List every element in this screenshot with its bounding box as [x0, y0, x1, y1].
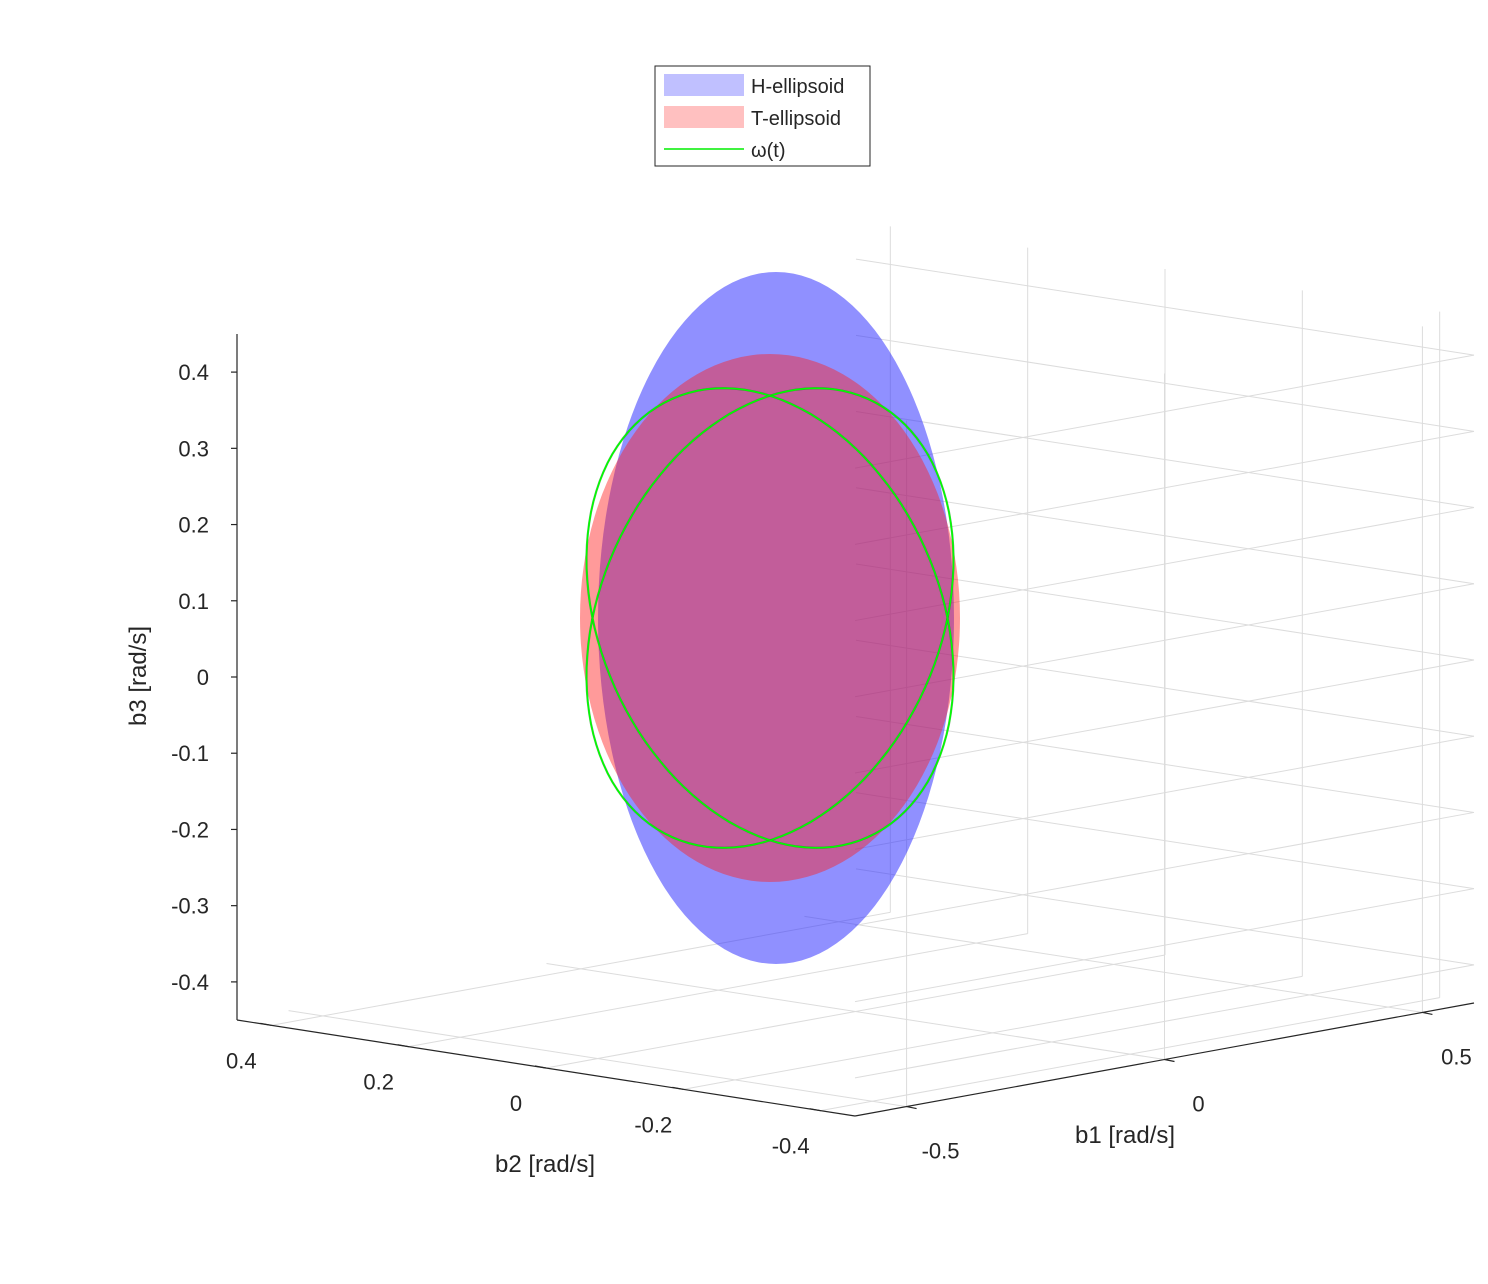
b2-tick-mark-3 — [672, 1086, 684, 1090]
b3-tick-label-6: -0.2 — [171, 817, 209, 842]
b2-tick-mark-2 — [534, 1065, 547, 1069]
b1-tick-mark-0 — [906, 1105, 917, 1110]
b2-tick-label-3: -0.2 — [634, 1112, 672, 1137]
b3-tick-label-3: 0.1 — [178, 589, 209, 614]
b1-tick-label-2: 0.5 — [1441, 1044, 1472, 1069]
b3-tick-label-7: -0.3 — [171, 894, 209, 919]
grid-lines — [271, 226, 1475, 1112]
legend-label-h: H-ellipsoid — [751, 76, 844, 98]
surfaces — [580, 272, 960, 964]
b3-tick-label-0: 0.4 — [178, 360, 209, 385]
axes: 0.4 0.3 0.2 0.1 0 -0.1 -0.2 -0.3 -0.4 0.4 0.2 0 -0.2… — [171, 334, 1475, 1164]
b2-tick-label-4: -0.4 — [772, 1134, 810, 1159]
b2-tick-mark-1 — [397, 1044, 409, 1048]
b3-tick-label-5: -0.1 — [171, 741, 209, 766]
grid-line-floor-y-1 — [408, 933, 1028, 1048]
legend-swatch-t — [664, 106, 744, 128]
b1-tick-mark-2 — [1422, 1011, 1433, 1016]
b2-axis-label: b2 [rad/s] — [495, 1151, 595, 1178]
b3-tick-label-2: 0.2 — [178, 513, 209, 538]
b2-tick-mark-0 — [260, 1022, 272, 1026]
grid-line-floor-y-4 — [820, 997, 1440, 1112]
legend-label-t: T-ellipsoid — [751, 108, 841, 130]
b3-tick-label-8: -0.4 — [171, 970, 209, 995]
b1-tick-label-0: -0.5 — [922, 1139, 960, 1164]
b1-tick-label-1: 0 — [1192, 1092, 1204, 1117]
omega-curve-loop-1 — [585, 387, 955, 849]
b3-axis-label: b3 [rad/s] — [125, 626, 152, 726]
legend-label-omega: ω(t) — [751, 140, 786, 162]
b3-tick-label-1: 0.3 — [178, 436, 209, 461]
axis-labels: b1 [rad/s] b2 [rad/s] b3 [rad/s] — [125, 626, 1175, 1178]
legend: H-ellipsoid T-ellipsoid ω(t) — [654, 65, 871, 167]
t-ellipsoid-surface — [580, 354, 960, 882]
legend-swatch-h — [664, 74, 744, 96]
b3-tick-label-4: 0 — [197, 665, 209, 690]
b1-axis-label: b1 [rad/s] — [1075, 1122, 1175, 1149]
b2-tick-label-0: 0.4 — [226, 1048, 257, 1073]
grid-line-floor-y-3 — [683, 975, 1303, 1090]
b2-tick-label-1: 0.2 — [363, 1070, 394, 1095]
omega-curves — [585, 387, 955, 849]
b2-tick-mark-4 — [809, 1108, 821, 1112]
b1-tick-mark-1 — [1164, 1058, 1175, 1063]
b2-tick-label-2: 0 — [510, 1091, 522, 1116]
omega-curve-loop-2 — [585, 387, 955, 849]
grid-line-floor-y-2 — [545, 954, 1166, 1069]
